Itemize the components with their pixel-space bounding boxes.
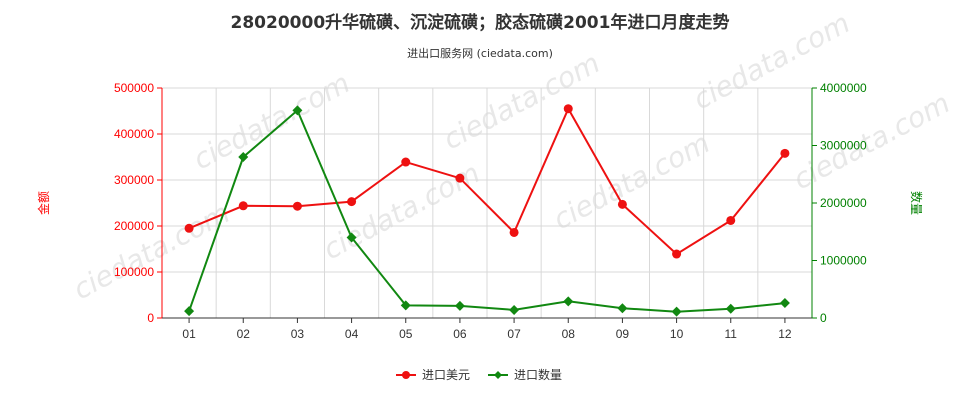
y-left-tick-label-4: 400000 xyxy=(114,127,154,141)
legend-label-1: 进口数量 xyxy=(514,367,562,382)
legend-marker-1 xyxy=(494,371,502,379)
data-point-0-1 xyxy=(238,201,248,211)
legend-item-0: 进口美元 xyxy=(396,368,470,382)
data-point-0-7 xyxy=(563,104,573,114)
data-point-0-3 xyxy=(347,197,357,207)
x-tick-label-4: 05 xyxy=(399,327,413,341)
data-point-0-10 xyxy=(726,215,736,225)
data-point-1-8 xyxy=(617,303,628,314)
data-point-0-8 xyxy=(617,199,627,209)
data-point-1-0 xyxy=(184,306,195,317)
data-point-0-2 xyxy=(292,201,302,211)
x-tick-label-0: 01 xyxy=(182,327,196,341)
chart-subtitle: 进出口服务网 (ciedata.com) xyxy=(407,46,553,60)
x-tick-label-2: 03 xyxy=(291,327,305,341)
x-tick-label-3: 04 xyxy=(345,327,359,341)
y-left-tick-label-0: 0 xyxy=(147,311,154,325)
watermark-5: ciedata.com xyxy=(438,46,606,156)
series-layer xyxy=(184,104,790,317)
data-point-0-9 xyxy=(672,249,682,259)
data-point-1-9 xyxy=(671,306,682,317)
watermark-2: ciedata.com xyxy=(548,126,716,236)
y-right-tick-label-2: 2000000 xyxy=(820,196,867,210)
watermark-1: ciedata.com xyxy=(318,156,486,266)
data-point-1-3 xyxy=(346,232,357,243)
x-tick-label-5: 06 xyxy=(453,327,467,341)
y-right-axis-title: 数量 xyxy=(909,191,924,215)
data-point-1-4 xyxy=(400,300,411,311)
x-tick-label-8: 09 xyxy=(616,327,630,341)
legend-marker-0 xyxy=(402,371,410,379)
x-tick-label-7: 08 xyxy=(562,327,576,341)
y-left-tick-label-1: 100000 xyxy=(114,265,154,279)
x-tick-label-6: 07 xyxy=(507,327,521,341)
data-point-1-6 xyxy=(509,304,520,315)
x-tick-label-9: 10 xyxy=(670,327,684,341)
watermark-4: ciedata.com xyxy=(188,66,356,176)
x-tick-label-1: 02 xyxy=(237,327,251,341)
y-left-tick-label-2: 200000 xyxy=(114,219,154,233)
series-1 xyxy=(184,105,790,317)
data-point-0-6 xyxy=(509,227,519,237)
legend-label-0: 进口美元 xyxy=(422,368,470,382)
data-point-1-7 xyxy=(563,296,574,307)
y-right-tick-label-1: 1000000 xyxy=(820,254,867,268)
data-point-0-5 xyxy=(455,173,465,183)
legend-item-1: 进口数量 xyxy=(488,367,562,382)
y-right-tick-label-3: 3000000 xyxy=(820,139,867,153)
data-point-1-10 xyxy=(725,303,736,314)
data-point-0-11 xyxy=(780,148,790,158)
series-line-1 xyxy=(188,108,786,313)
x-tick-label-11: 12 xyxy=(778,327,792,341)
data-point-0-0 xyxy=(184,223,194,233)
legend: 进口美元 进口数量 xyxy=(396,367,562,382)
y-right-tick-label-0: 0 xyxy=(820,311,827,325)
data-point-1-5 xyxy=(454,300,465,311)
y-left-axis-title: 金额 xyxy=(36,191,51,215)
data-point-1-11 xyxy=(779,298,790,309)
y-left-tick-label-3: 300000 xyxy=(114,173,154,187)
series-0 xyxy=(184,104,790,259)
data-point-1-1 xyxy=(238,152,249,162)
axes: 0 100000 200000 300000 400000 500000 0 1000000 2… xyxy=(114,81,867,341)
y-left-tick-label-5: 500000 xyxy=(114,81,154,95)
y-right-tick-label-4: 4000000 xyxy=(820,81,867,95)
data-point-0-4 xyxy=(401,157,411,167)
chart-title: 28020000升华硫磺、沉淀硫磺；胶态硫磺2001年进口月度走势 xyxy=(231,12,730,33)
watermark-3: ciedata.com xyxy=(788,86,956,196)
data-point-1-2 xyxy=(292,105,303,116)
series-line-0 xyxy=(188,106,786,256)
x-tick-label-10: 11 xyxy=(725,327,738,341)
